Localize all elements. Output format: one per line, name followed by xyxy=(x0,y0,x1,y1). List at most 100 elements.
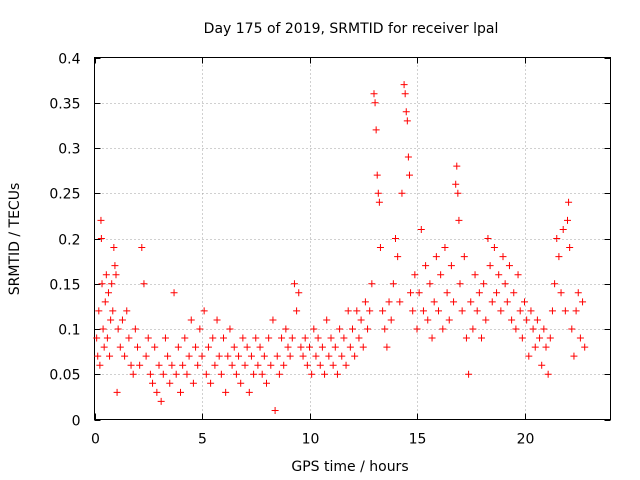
data-point xyxy=(374,189,382,197)
data-point xyxy=(505,262,513,270)
y-tick-label: 0.05 xyxy=(49,368,80,384)
data-point xyxy=(557,289,565,297)
data-point xyxy=(376,244,384,252)
data-point xyxy=(493,289,501,297)
data-point xyxy=(540,325,548,333)
data-point xyxy=(151,343,159,351)
data-point xyxy=(456,280,464,288)
data-point xyxy=(100,343,108,351)
data-point xyxy=(422,262,430,270)
data-point xyxy=(140,280,148,288)
data-point xyxy=(102,271,110,279)
data-point xyxy=(333,370,341,378)
data-point xyxy=(314,334,322,342)
y-tick-label: 0.35 xyxy=(49,97,80,113)
data-point xyxy=(108,280,116,288)
data-point xyxy=(417,225,425,233)
data-point xyxy=(306,343,313,351)
data-point xyxy=(460,253,468,261)
data-point xyxy=(149,379,157,387)
data-point xyxy=(394,253,402,261)
data-point xyxy=(469,325,477,333)
data-point xyxy=(371,99,379,107)
data-point xyxy=(265,334,273,342)
data-point xyxy=(353,307,361,315)
data-point xyxy=(215,352,223,360)
data-point xyxy=(471,271,479,279)
data-point xyxy=(551,280,559,288)
data-point xyxy=(125,334,133,342)
data-point xyxy=(357,316,365,324)
data-point xyxy=(204,343,212,351)
y-tick-label: 0.1 xyxy=(58,323,80,339)
data-point xyxy=(542,343,550,351)
data-point xyxy=(533,316,541,324)
data-point xyxy=(484,235,492,242)
y-tick-label: 0.15 xyxy=(49,278,80,294)
data-point xyxy=(452,180,460,188)
data-point xyxy=(480,280,488,288)
data-point xyxy=(104,289,112,297)
data-point xyxy=(99,325,107,333)
data-point xyxy=(258,370,266,378)
data-point xyxy=(116,343,124,351)
data-point xyxy=(338,352,346,360)
data-point xyxy=(331,343,339,351)
data-point xyxy=(475,289,483,297)
y-tick-label: 0 xyxy=(72,414,81,430)
data-point xyxy=(252,334,260,342)
data-point xyxy=(97,216,105,224)
data-point xyxy=(168,361,176,369)
data-point xyxy=(387,316,395,324)
data-point xyxy=(159,370,167,378)
data-point xyxy=(323,316,331,324)
data-point xyxy=(419,307,427,315)
data-point xyxy=(211,361,219,369)
data-point xyxy=(121,352,129,360)
data-point xyxy=(518,334,526,342)
data-point xyxy=(237,379,245,387)
data-point xyxy=(531,343,539,351)
data-point xyxy=(290,280,298,288)
data-point xyxy=(95,307,103,315)
data-point xyxy=(349,325,356,333)
data-point xyxy=(118,316,126,324)
data-point xyxy=(424,316,432,324)
data-point xyxy=(226,325,234,333)
data-point xyxy=(565,198,573,206)
data-point xyxy=(134,343,141,351)
data-point xyxy=(336,325,344,333)
data-point xyxy=(172,370,180,378)
data-point xyxy=(312,352,320,360)
data-point xyxy=(207,379,215,387)
data-point xyxy=(432,253,440,261)
data-point xyxy=(228,361,236,369)
data-point xyxy=(503,298,511,306)
data-point xyxy=(516,307,524,315)
data-point xyxy=(316,361,324,369)
data-point xyxy=(404,153,412,161)
data-point xyxy=(548,307,556,315)
data-point xyxy=(544,370,552,378)
data-point xyxy=(209,334,217,342)
data-point xyxy=(325,352,333,360)
data-point xyxy=(269,316,277,324)
data-point xyxy=(490,244,498,252)
x-tick-label: 20 xyxy=(517,432,535,448)
data-point xyxy=(187,316,195,324)
data-point xyxy=(235,352,243,360)
data-point xyxy=(286,352,294,360)
data-point xyxy=(512,325,520,333)
data-point xyxy=(426,280,434,288)
data-point xyxy=(398,189,406,197)
data-point xyxy=(295,289,303,297)
data-point xyxy=(129,370,137,378)
data-point xyxy=(430,298,438,306)
data-point xyxy=(455,216,463,224)
data-point xyxy=(561,307,569,315)
data-point xyxy=(361,298,369,306)
data-point xyxy=(510,289,518,297)
y-tick-label: 0.4 xyxy=(58,52,80,68)
data-point xyxy=(570,352,578,360)
data-point xyxy=(359,343,367,351)
